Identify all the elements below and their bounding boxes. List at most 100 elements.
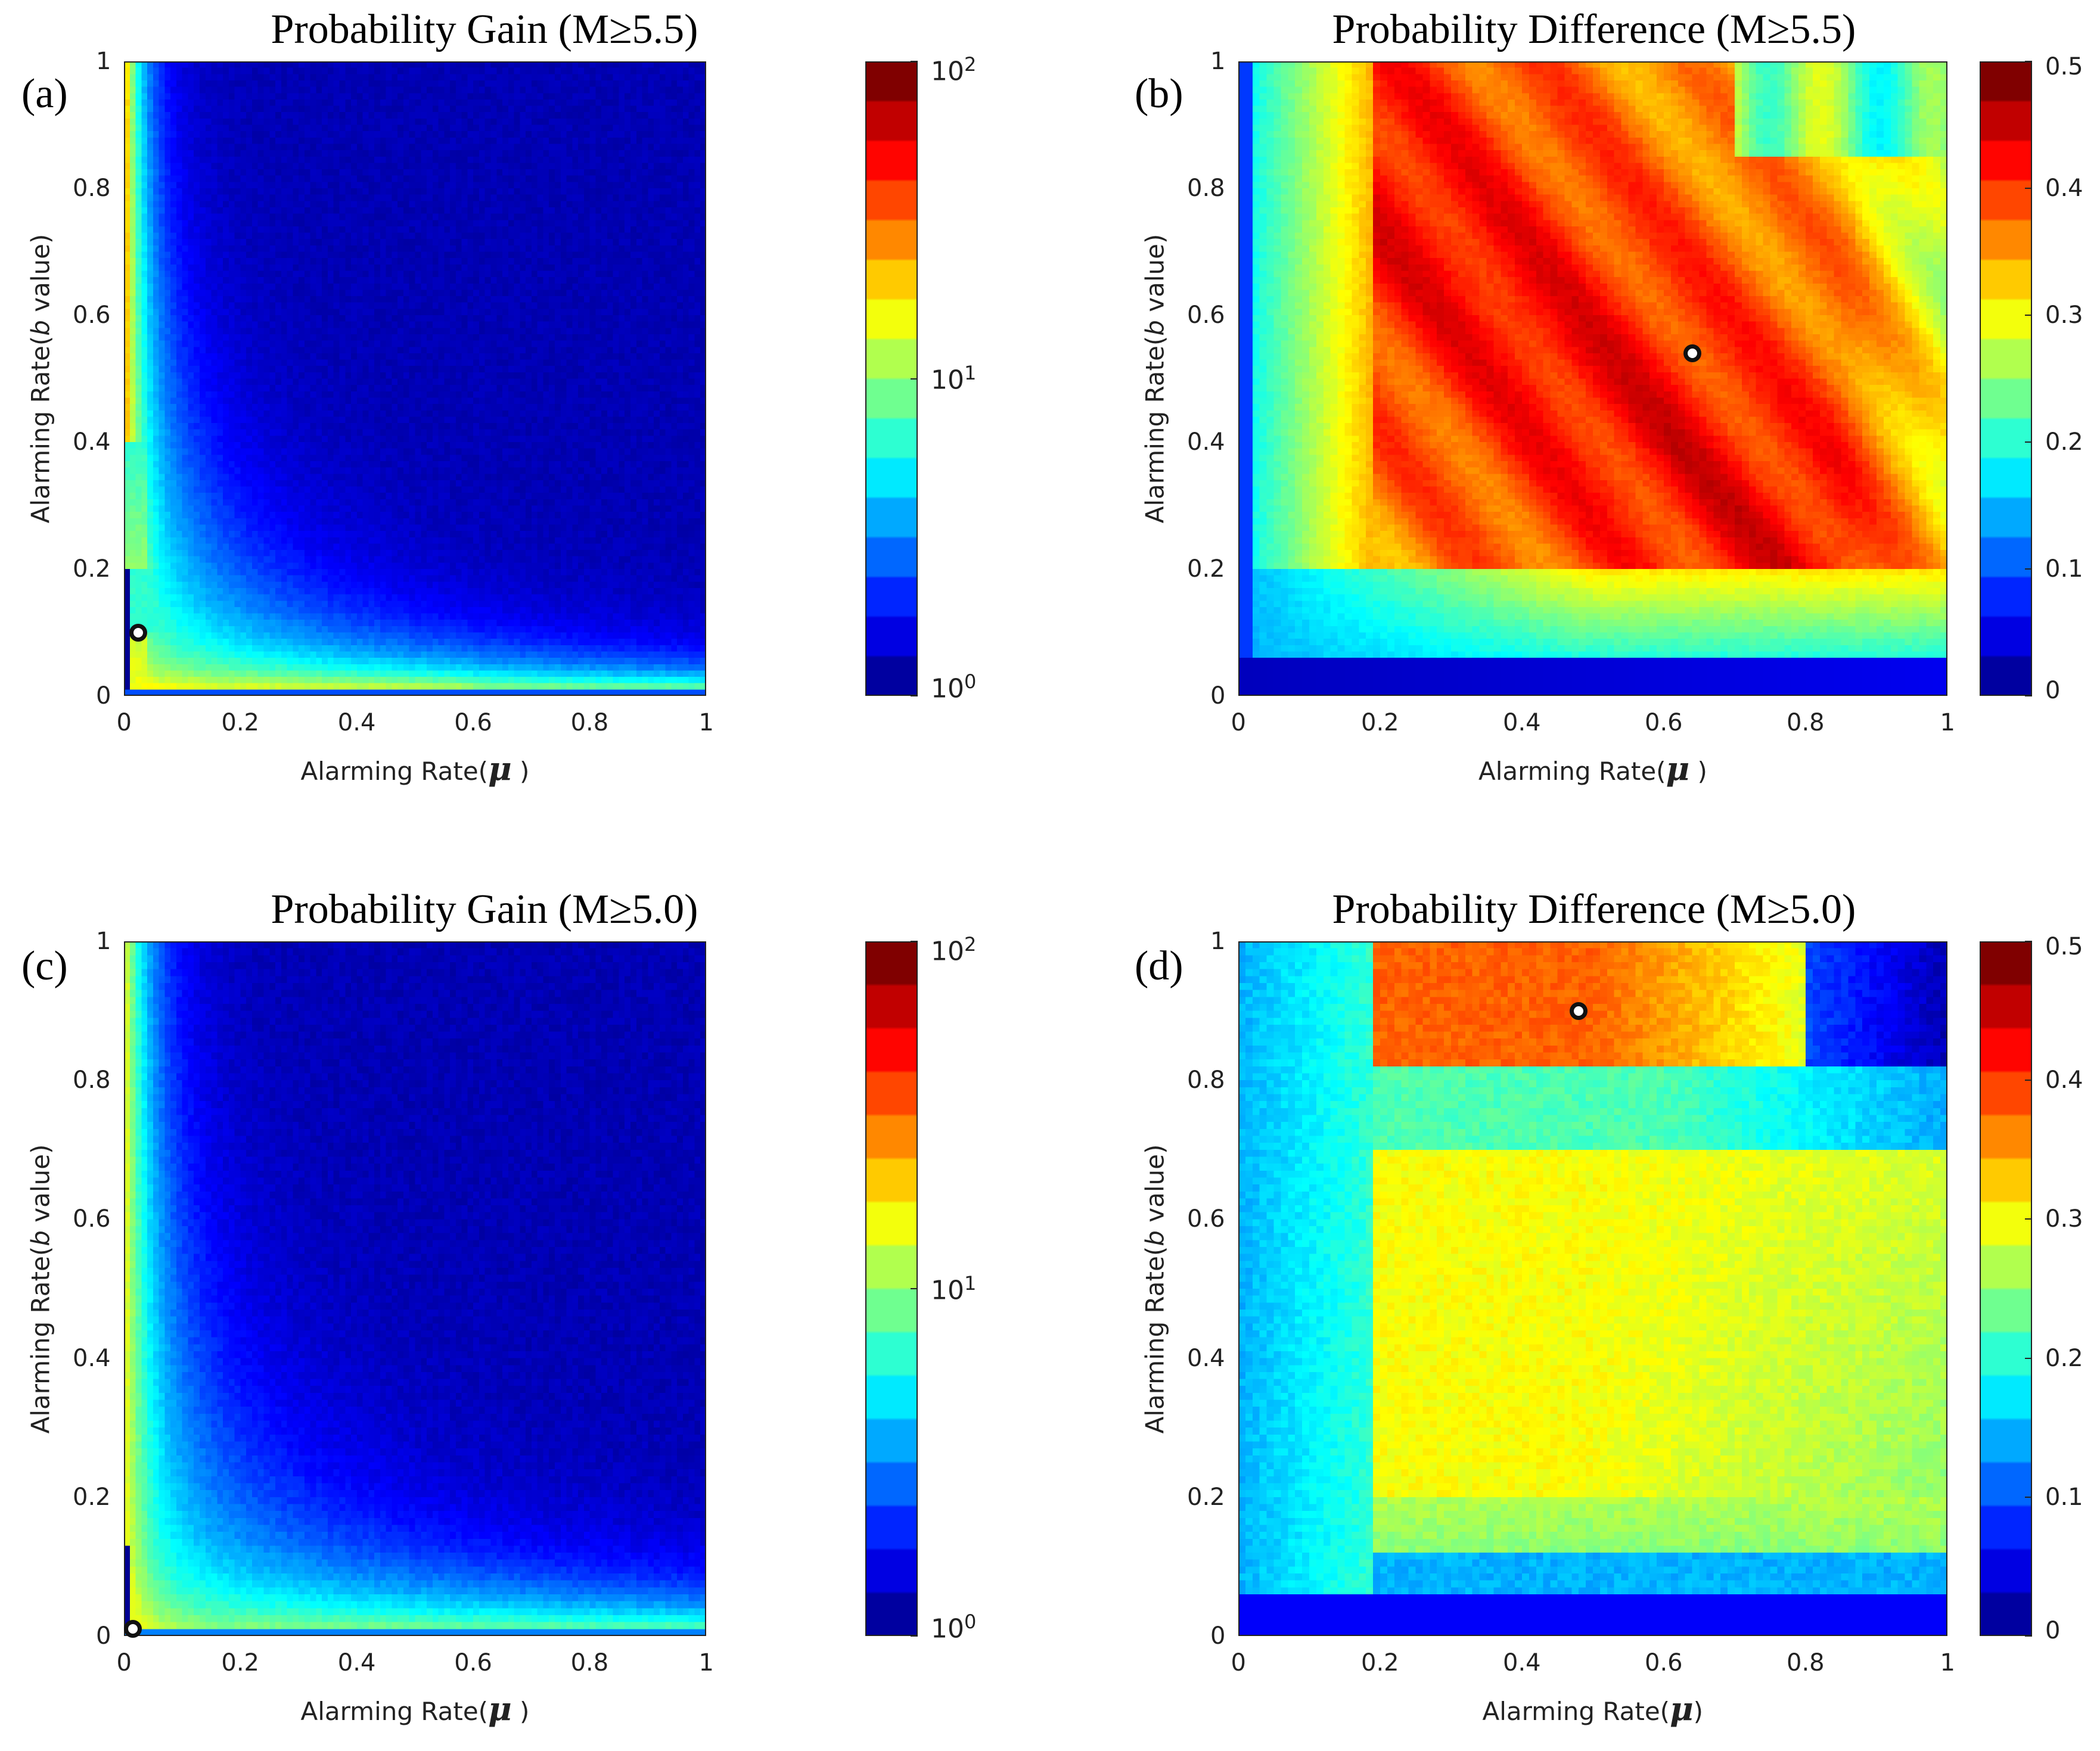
y-tick-label: 0.6: [1187, 1205, 1225, 1233]
x-axis-label-suffix: ): [1689, 757, 1707, 786]
colorbar-tick-mark: [2025, 441, 2032, 443]
panel-label: (b): [1135, 71, 1183, 117]
x-axis-label: Alarming Rate(μ): [1483, 1690, 1704, 1728]
colorbar-tick-mark: [2025, 568, 2032, 570]
y-tick-label: 0.6: [1187, 301, 1225, 329]
y-tick-label: 0.8: [73, 175, 111, 202]
heatmap-image: [124, 941, 706, 1636]
y-axis-label-italic: b: [26, 320, 55, 336]
y-tick-label: 0.4: [73, 428, 111, 456]
y-tick-label: 0.4: [1187, 1344, 1225, 1372]
x-tick-label: 0: [116, 709, 132, 736]
colorbar-tick-exponent: 2: [964, 53, 977, 76]
colorbar-tick-label: 0.5: [2045, 53, 2083, 80]
x-tick-label: 0.8: [570, 709, 609, 736]
y-axis-label: Alarming Rate(b value): [1140, 1144, 1169, 1433]
optimal-point-marker: [1683, 344, 1701, 362]
optimal-point-marker: [1570, 1002, 1588, 1020]
colorbar-tick-base: 10: [931, 936, 964, 967]
x-axis-label-suffix: ): [511, 757, 530, 786]
colorbar-tick-mark: [2025, 1080, 2032, 1081]
optimal-point-marker: [129, 623, 148, 642]
x-tick-label: 0.4: [337, 709, 376, 736]
y-axis-label: Alarming Rate(b value): [1140, 234, 1169, 524]
colorbar: [865, 941, 918, 1636]
colorbar-tick-mark: [2025, 1635, 2032, 1637]
x-axis-label-symbol: μ: [488, 1690, 512, 1728]
colorbar-tick-label: 0: [2045, 1617, 2061, 1644]
x-axis-label-prefix: Alarming Rate(: [1482, 1697, 1670, 1726]
x-tick-label: 0.8: [1787, 1649, 1825, 1677]
x-tick-label: 1: [698, 709, 714, 736]
panel-label: (c): [21, 943, 68, 989]
y-axis-label-suffix: value): [1140, 1144, 1170, 1230]
colorbar-tick-mark: [911, 378, 918, 380]
y-tick-label: 0.2: [1187, 1483, 1225, 1511]
chart-title: Probability Difference (M≥5.5): [1332, 7, 1856, 52]
colorbar-tick-label: 102: [931, 933, 976, 967]
y-tick-label: 1: [96, 48, 111, 75]
x-axis-label-prefix: Alarming Rate(: [300, 1697, 489, 1726]
y-tick-label: 0: [1210, 1622, 1226, 1650]
colorbar-tick-label: 100: [931, 1610, 976, 1644]
y-tick-label: 0.6: [73, 301, 111, 329]
y-axis-label-italic: b: [1140, 320, 1170, 336]
x-tick-label: 0: [116, 1649, 132, 1677]
colorbar-tick-label: 102: [931, 53, 976, 87]
x-tick-label: 0: [1231, 709, 1246, 736]
colorbar-tick-base: 10: [931, 1275, 964, 1306]
colorbar-tick-exponent: 0: [964, 670, 977, 693]
x-tick-label: 0.4: [337, 1649, 376, 1677]
y-axis-label-prefix: Alarming Rate(: [26, 1246, 55, 1433]
colorbar-tick-mark: [2025, 941, 2032, 942]
colorbar-tick-mark: [2025, 1218, 2032, 1220]
colorbar-tick-mark: [911, 695, 918, 696]
y-tick-label: 1: [96, 928, 111, 955]
x-tick-label: 0.2: [221, 709, 260, 736]
x-tick-label: 0.4: [1503, 1649, 1541, 1677]
y-tick-label: 0.6: [73, 1205, 111, 1233]
heatmap-image: [1238, 941, 1947, 1636]
colorbar-tick-mark: [2025, 1357, 2032, 1359]
y-axis-label-italic: b: [26, 1230, 55, 1246]
x-tick-label: 1: [1940, 1649, 1955, 1677]
x-tick-label: 0.8: [1787, 709, 1825, 736]
colorbar-tick-exponent: 2: [964, 933, 977, 956]
colorbar-tick-mark: [2025, 188, 2032, 189]
y-tick-label: 0: [96, 1622, 111, 1650]
colorbar-tick-base: 10: [931, 673, 964, 704]
colorbar-tick-label: 0.3: [2045, 301, 2083, 329]
x-tick-label: 0.8: [570, 1649, 609, 1677]
x-tick-label: 0.6: [454, 1649, 492, 1677]
x-tick-label: 0.2: [1361, 709, 1399, 736]
x-axis-label-prefix: Alarming Rate(: [1478, 757, 1666, 786]
panel-label: (a): [21, 71, 68, 117]
colorbar-tick-base: 10: [931, 365, 964, 396]
y-axis-label-italic: b: [1140, 1230, 1170, 1246]
y-tick-label: 0.2: [73, 555, 111, 583]
chart-title: Probability Gain (M≥5.5): [271, 7, 698, 52]
heatmap-image: [124, 61, 706, 696]
x-axis-label-prefix: Alarming Rate(: [300, 757, 489, 786]
colorbar-tick-mark: [2025, 61, 2032, 62]
colorbar-tick-mark: [2025, 1496, 2032, 1498]
x-tick-label: 0.2: [1361, 1649, 1399, 1677]
x-tick-label: 0.2: [221, 1649, 260, 1677]
colorbar-tick-base: 10: [931, 1613, 964, 1644]
colorbar-tick-mark: [911, 61, 918, 62]
y-tick-label: 0.4: [73, 1344, 111, 1372]
colorbar-tick-base: 10: [931, 56, 964, 87]
colorbar-tick-label: 0.1: [2045, 1483, 2083, 1511]
colorbar: [1980, 941, 2032, 1636]
y-tick-label: 1: [1210, 928, 1226, 955]
y-axis-label-prefix: Alarming Rate(: [1140, 1246, 1170, 1433]
y-tick-label: 1: [1210, 48, 1226, 75]
chart-title: Probability Difference (M≥5.0): [1332, 887, 1856, 932]
heatmap-image: [1238, 61, 1947, 696]
colorbar-tick-label: 100: [931, 670, 976, 704]
chart-title: Probability Gain (M≥5.0): [271, 887, 698, 932]
x-tick-label: 0.6: [1645, 709, 1683, 736]
colorbar-tick-label: 0.2: [2045, 1344, 2083, 1372]
colorbar-tick-mark: [2025, 695, 2032, 696]
